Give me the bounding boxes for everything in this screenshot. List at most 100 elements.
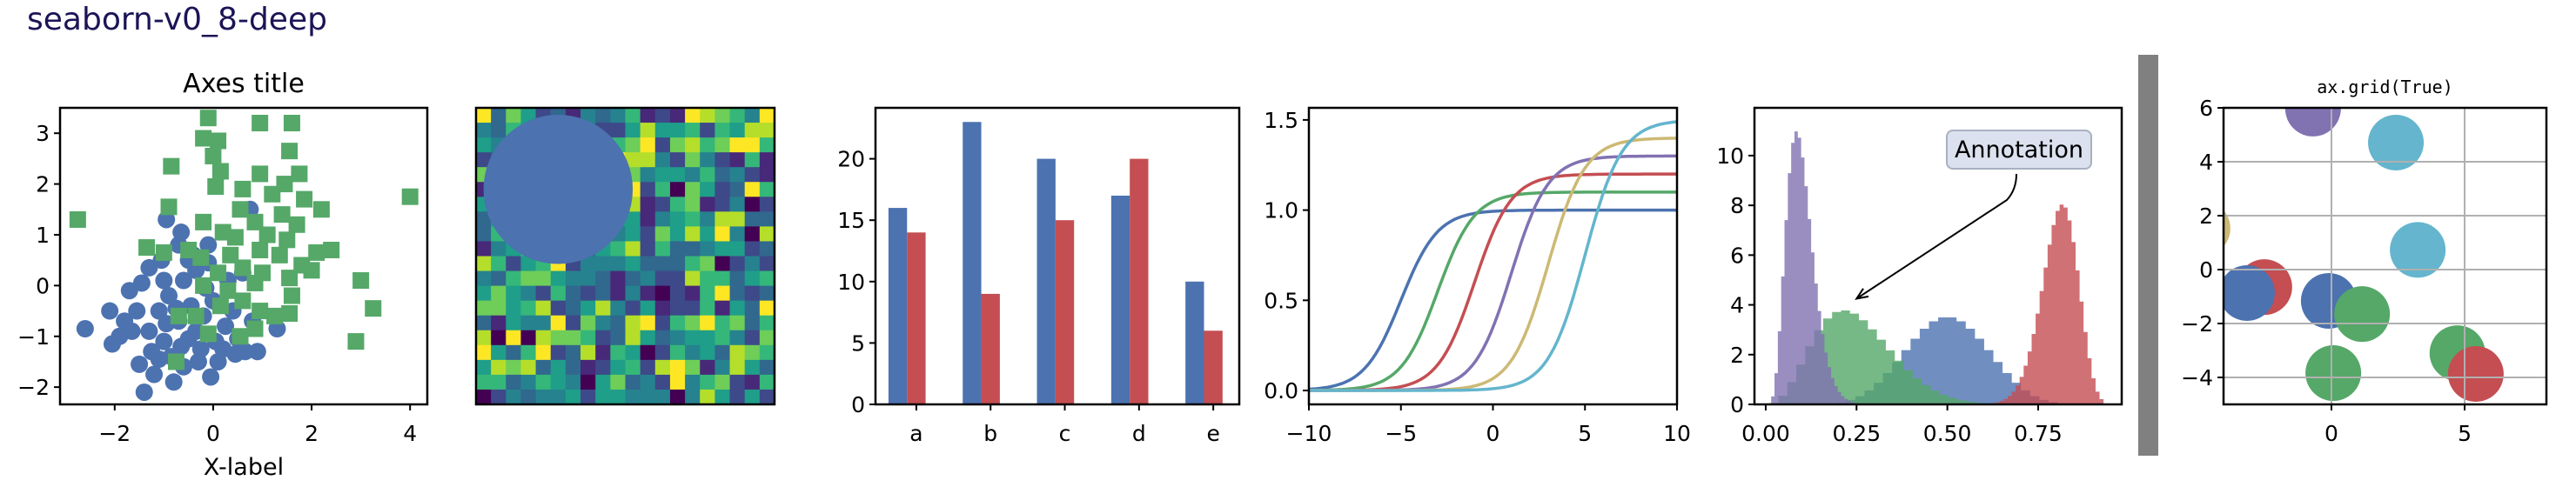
image-cell	[520, 315, 537, 331]
arrow-head-icon	[1855, 288, 1869, 300]
x-tick-label: 0.25	[1832, 421, 1881, 446]
image-cell	[669, 182, 686, 197]
x-tick-label: −5	[1385, 421, 1417, 446]
image-cell	[744, 123, 761, 138]
image-cell	[476, 270, 492, 287]
image-cell	[506, 270, 521, 287]
image-cell	[729, 241, 746, 257]
image-cell	[669, 359, 686, 376]
image-cell	[506, 330, 521, 346]
image-cell	[610, 241, 626, 257]
image-cell	[535, 389, 552, 404]
scatter-point-square	[234, 180, 252, 197]
image-cell	[729, 285, 746, 302]
bar	[963, 122, 982, 404]
scatter-point-circle	[268, 319, 286, 337]
x-tick-label: −10	[1286, 421, 1332, 446]
scatter-point-circle	[155, 332, 173, 350]
scatter-point-square	[69, 210, 86, 228]
image-cell	[759, 389, 775, 404]
x-tick-label: 2	[305, 421, 319, 446]
y-tick-label: −4	[2181, 365, 2213, 390]
image-cell	[476, 152, 492, 168]
image-cell	[729, 315, 746, 331]
image-cell	[685, 226, 701, 242]
image-cell	[580, 256, 596, 272]
axes-frame	[874, 106, 1241, 406]
scatter-point-circle	[172, 337, 191, 356]
image-cell	[520, 285, 537, 302]
axes-6: 0 5 −4 −2 0 2 4 6 ax.grid(True)	[2181, 77, 2548, 446]
image-cell	[654, 123, 671, 138]
image-cell	[476, 359, 492, 376]
image-cell	[506, 389, 521, 404]
image-cell	[714, 108, 731, 123]
image-cell	[476, 137, 492, 153]
image-cell	[759, 300, 775, 317]
image-cell	[669, 256, 686, 272]
image-cell	[535, 315, 552, 331]
image-cell	[729, 108, 746, 123]
image-cell	[550, 270, 567, 287]
image-cell	[595, 315, 611, 331]
image-cell	[654, 315, 671, 331]
image-cell	[759, 197, 775, 212]
image-cell	[700, 197, 715, 212]
image-cell	[625, 226, 641, 242]
image-cell	[640, 359, 656, 376]
y-tick-label: 0	[36, 273, 50, 298]
scatter-point-square	[365, 300, 382, 317]
image-cell	[700, 211, 715, 227]
image-cell	[714, 197, 731, 212]
scatter-point-square	[219, 282, 237, 299]
image-cell	[625, 152, 641, 168]
image-cell	[714, 344, 731, 361]
image-cell	[654, 226, 671, 242]
image-cell	[520, 359, 537, 376]
image-cell	[476, 374, 492, 390]
image-cell	[565, 389, 581, 404]
image-cell	[654, 108, 671, 123]
scatter-point-square	[234, 292, 252, 310]
image-cell	[595, 344, 611, 361]
image-cell	[610, 389, 626, 404]
scatter-point-square	[271, 246, 288, 264]
image-cell	[640, 330, 656, 346]
image-cell	[744, 241, 761, 257]
x-tick-label: 0.50	[1923, 421, 1972, 446]
circle-marker	[2224, 264, 2275, 321]
image-cell	[520, 344, 537, 361]
scatter-point-square	[323, 241, 340, 258]
scatter-point-circle	[217, 317, 235, 336]
scatter-point-square	[303, 262, 320, 279]
scatter-point-square	[222, 246, 239, 264]
x-tick-label: 0	[1486, 421, 1500, 446]
scatter-point-circle	[140, 322, 158, 340]
image-cell	[520, 374, 537, 390]
x-tick-label: 0	[2324, 421, 2338, 446]
image-cell	[654, 197, 671, 212]
scatter-point-circle	[248, 343, 266, 361]
scatter-point-square	[246, 320, 264, 337]
image-cell	[729, 167, 746, 183]
image-cell	[744, 167, 761, 183]
image-cell	[595, 108, 611, 123]
y-tick-label: 5	[851, 330, 865, 356]
image-cell	[491, 108, 506, 123]
image-cell	[685, 241, 701, 257]
image-cell	[714, 152, 731, 168]
scatter-point-square	[252, 165, 269, 183]
image-cell	[625, 211, 641, 227]
scatter-point-square	[291, 165, 308, 183]
scatter-point-square	[226, 229, 244, 246]
scatter-point-square	[163, 157, 180, 175]
image-cell	[700, 389, 715, 404]
image-cell	[669, 389, 686, 404]
scatter-point-square	[205, 147, 222, 164]
image-cell	[654, 344, 671, 361]
image-cell	[685, 300, 701, 317]
annotation-box	[1946, 130, 2092, 170]
image-cell	[654, 167, 671, 183]
scatter-point-square	[281, 143, 299, 160]
image-cell	[520, 108, 537, 123]
